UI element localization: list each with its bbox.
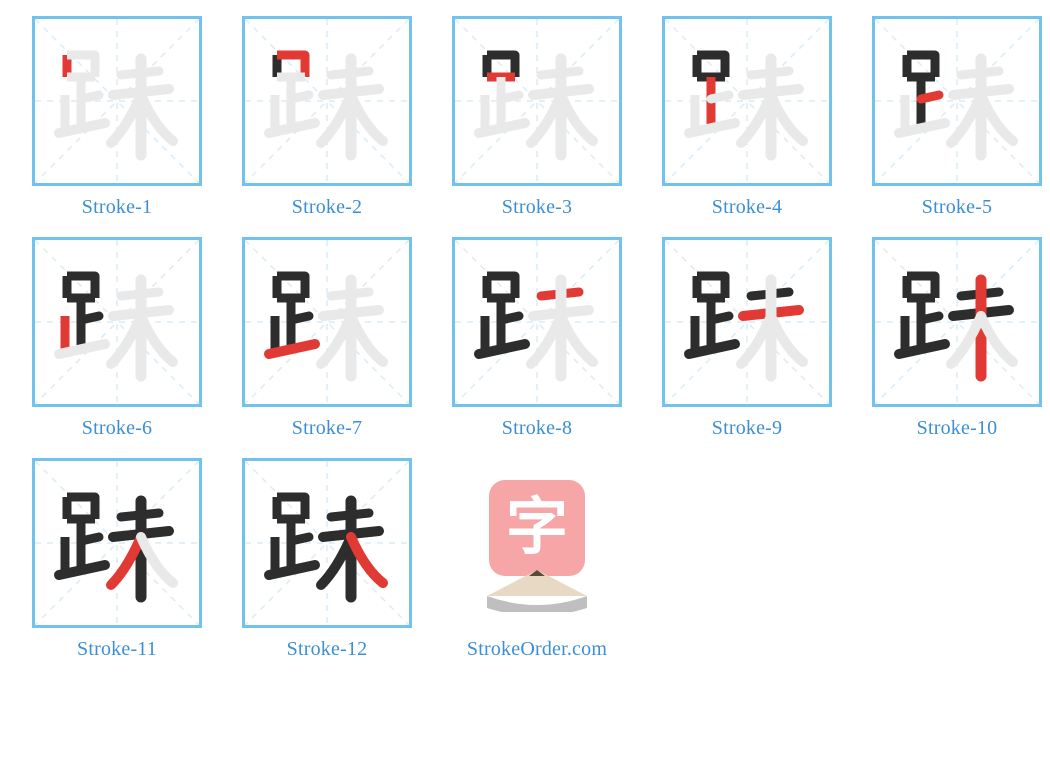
stroke-caption: Stroke-5 (922, 196, 992, 219)
stroke-cell: Stroke-8 (432, 237, 642, 440)
stroke-tile (452, 16, 622, 186)
stroke-cell: Stroke-7 (222, 237, 432, 440)
stroke-tile (452, 237, 622, 407)
stroke-tile (32, 16, 202, 186)
stroke-cell: Stroke-3 (432, 16, 642, 219)
stroke-grid: Stroke-1 Stroke-2 Stroke-3 (12, 16, 1050, 679)
stroke-cell: Stroke-9 (642, 237, 852, 440)
stroke-tile (242, 458, 412, 628)
stroke-caption: Stroke-11 (77, 638, 157, 661)
stroke-caption: Stroke-6 (82, 417, 152, 440)
pencil-icon (477, 570, 597, 612)
logo-char: 字 (506, 497, 568, 559)
stroke-tile (872, 237, 1042, 407)
stroke-tile (662, 16, 832, 186)
logo-badge: 字 (489, 480, 585, 576)
stroke-caption: Stroke-7 (292, 417, 362, 440)
logo-tile: 字 (452, 458, 622, 628)
stroke-caption: Stroke-8 (502, 417, 572, 440)
stroke-caption: Stroke-9 (712, 417, 782, 440)
logo-caption: StrokeOrder.com (467, 638, 607, 661)
stroke-cell: Stroke-11 (12, 458, 222, 661)
stroke-cell: Stroke-4 (642, 16, 852, 219)
stroke-cell: Stroke-10 (852, 237, 1050, 440)
stroke-tile (32, 458, 202, 628)
stroke-caption: Stroke-1 (82, 196, 152, 219)
stroke-cell: Stroke-5 (852, 16, 1050, 219)
stroke-caption: Stroke-10 (917, 417, 998, 440)
stroke-cell: Stroke-2 (222, 16, 432, 219)
stroke-caption: Stroke-3 (502, 196, 572, 219)
stroke-tile (242, 237, 412, 407)
stroke-tile (242, 16, 412, 186)
stroke-caption: Stroke-2 (292, 196, 362, 219)
stroke-tile (32, 237, 202, 407)
stroke-tile (872, 16, 1042, 186)
stroke-cell: Stroke-12 (222, 458, 432, 661)
logo-cell: 字 StrokeOrder.com (432, 458, 642, 661)
stroke-caption: Stroke-12 (287, 638, 368, 661)
stroke-caption: Stroke-4 (712, 196, 782, 219)
stroke-tile (662, 237, 832, 407)
stroke-cell: Stroke-6 (12, 237, 222, 440)
stroke-cell: Stroke-1 (12, 16, 222, 219)
